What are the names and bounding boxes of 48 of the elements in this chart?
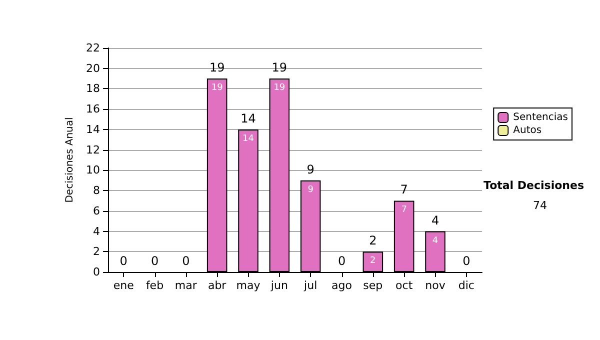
total-label: 0: [182, 254, 190, 268]
x-tick-label: abr: [208, 279, 227, 292]
y-tick-label: 6: [93, 204, 100, 218]
y-tick-label: 14: [86, 122, 100, 136]
total-label: 2: [369, 234, 377, 248]
total-label: 14: [240, 111, 256, 126]
x-tick-label: ene: [113, 279, 134, 292]
y-tick-label: 20: [86, 62, 100, 75]
y-tick-label: 16: [86, 102, 100, 116]
text: Total Decisiones: [484, 179, 584, 192]
total-label: 19: [209, 60, 225, 75]
x-tick-label: mar: [174, 279, 198, 292]
x-tick-label: ago: [332, 279, 352, 292]
y-tick-label: 10: [86, 164, 100, 177]
text: 74: [533, 199, 548, 212]
x-tick-label: sep: [363, 279, 383, 292]
total-label: 9: [306, 162, 314, 176]
x-tick-label: oct: [396, 279, 414, 292]
y-tick-label: 12: [86, 143, 100, 156]
x-tick-label: nov: [425, 279, 446, 292]
data-label: 14: [242, 134, 254, 144]
x-tick-label: jun: [270, 279, 288, 292]
total-label: 4: [431, 213, 440, 228]
data-label: 19: [211, 83, 224, 94]
data-label: 19: [274, 83, 286, 94]
data-label: 9: [308, 184, 314, 195]
legend-label: Sentencias: [513, 112, 568, 123]
total-label: 19: [272, 60, 288, 75]
y-tick-label: 22: [86, 42, 100, 54]
total-label: 0: [120, 254, 128, 268]
y-tick-label: 8: [93, 184, 100, 198]
data-label: 7: [401, 205, 407, 216]
y-tick-label: 2: [93, 245, 100, 258]
x-tick-label: jul: [303, 279, 318, 292]
y-tick-label: 0: [93, 266, 100, 278]
total-label: 0: [150, 254, 159, 268]
x-tick-label: dic: [458, 279, 474, 292]
x-tick-label: may: [236, 279, 261, 292]
y-tick-label: 18: [86, 82, 100, 96]
total-label: 0: [338, 254, 346, 268]
y-tick-label: 4: [93, 224, 100, 238]
total-label: 7: [400, 182, 408, 197]
y-axis-title: Decisiones Anual: [64, 117, 76, 203]
x-tick-label: feb: [146, 279, 164, 292]
total-label: 0: [462, 254, 470, 268]
data-label: 2: [370, 256, 376, 266]
data-label: 4: [432, 236, 438, 246]
legend-label: Autos: [513, 125, 542, 136]
